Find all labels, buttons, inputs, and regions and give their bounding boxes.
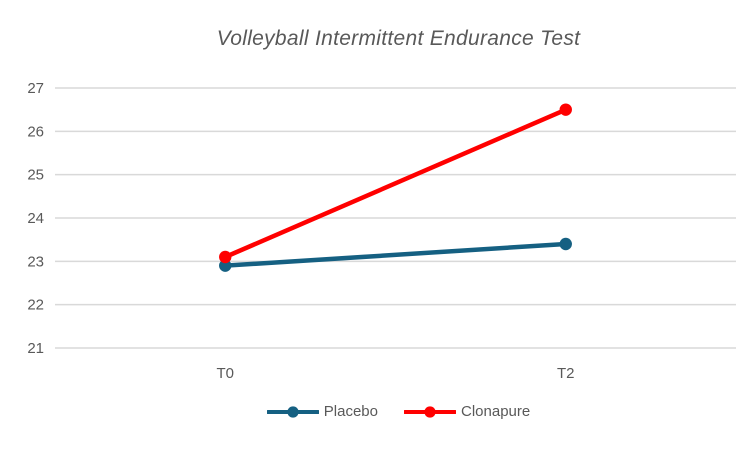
x-axis-category-label: T2 xyxy=(557,365,575,382)
legend-marker-placebo-icon xyxy=(266,405,319,418)
legend-item-clonapure: Clonapure xyxy=(404,403,530,420)
y-axis-tick-label: 27 xyxy=(27,80,44,97)
y-axis-tick-label: 22 xyxy=(27,297,44,314)
series-marker-placebo xyxy=(559,237,572,251)
legend-item-placebo: Placebo xyxy=(266,403,378,420)
series-line-clonapure xyxy=(223,107,568,260)
y-axis-tick-label: 21 xyxy=(27,340,44,357)
legend-marker-clonapure-icon xyxy=(404,405,456,418)
legend: Placebo Clonapure xyxy=(0,403,753,420)
y-axis-tick-label: 26 xyxy=(27,123,44,140)
series-line-placebo xyxy=(223,241,568,268)
x-axis-category-label: T0 xyxy=(216,365,234,382)
y-axis-tick-label: 24 xyxy=(27,210,44,227)
y-axis-tick-label: 23 xyxy=(27,253,44,270)
y-axis-tick-label: 25 xyxy=(27,167,44,184)
chart-title: Volleyball Intermittent Endurance Test xyxy=(216,27,581,50)
series-marker-placebo xyxy=(219,259,232,272)
legend-label: Placebo xyxy=(323,403,378,420)
series-marker-clonapure xyxy=(219,250,232,264)
legend-label: Clonapure xyxy=(461,403,531,420)
series-marker-clonapure xyxy=(559,103,572,116)
